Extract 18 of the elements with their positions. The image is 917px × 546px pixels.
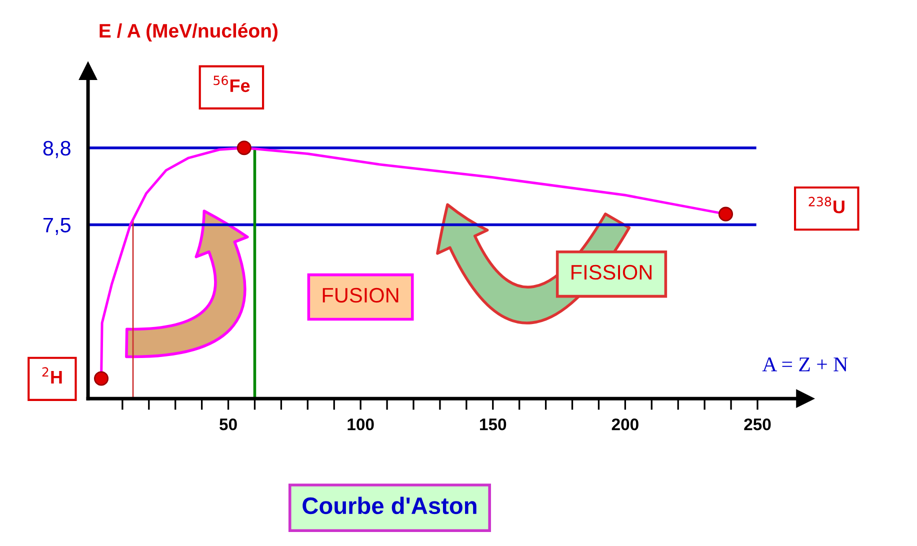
x-tick-label: 100: [348, 418, 374, 430]
x-tick-label: 200: [612, 418, 638, 430]
point: [718, 206, 734, 222]
text: $^{238}$U: [808, 196, 844, 214]
x-axis-title: A = Z + N: [762, 357, 848, 372]
y-tick-label: 7,5: [43, 218, 70, 235]
x-tick-label: 150: [480, 418, 506, 430]
x-tick-label: 50: [220, 418, 237, 430]
text: $^{2}$H: [42, 367, 62, 384]
annotation: FUSION: [322, 288, 398, 303]
annotation: $^{56}$Fe: [214, 76, 250, 92]
point: [236, 140, 252, 156]
annotation: FISSION: [572, 264, 652, 280]
x-tick-label: 250: [744, 418, 771, 430]
y-axis-title: E / A (MeV/nucléon): [100, 23, 278, 42]
point: [94, 371, 109, 386]
y-tick-label: 8,8: [43, 140, 70, 158]
text: Courbe d'Aston: [302, 496, 476, 514]
